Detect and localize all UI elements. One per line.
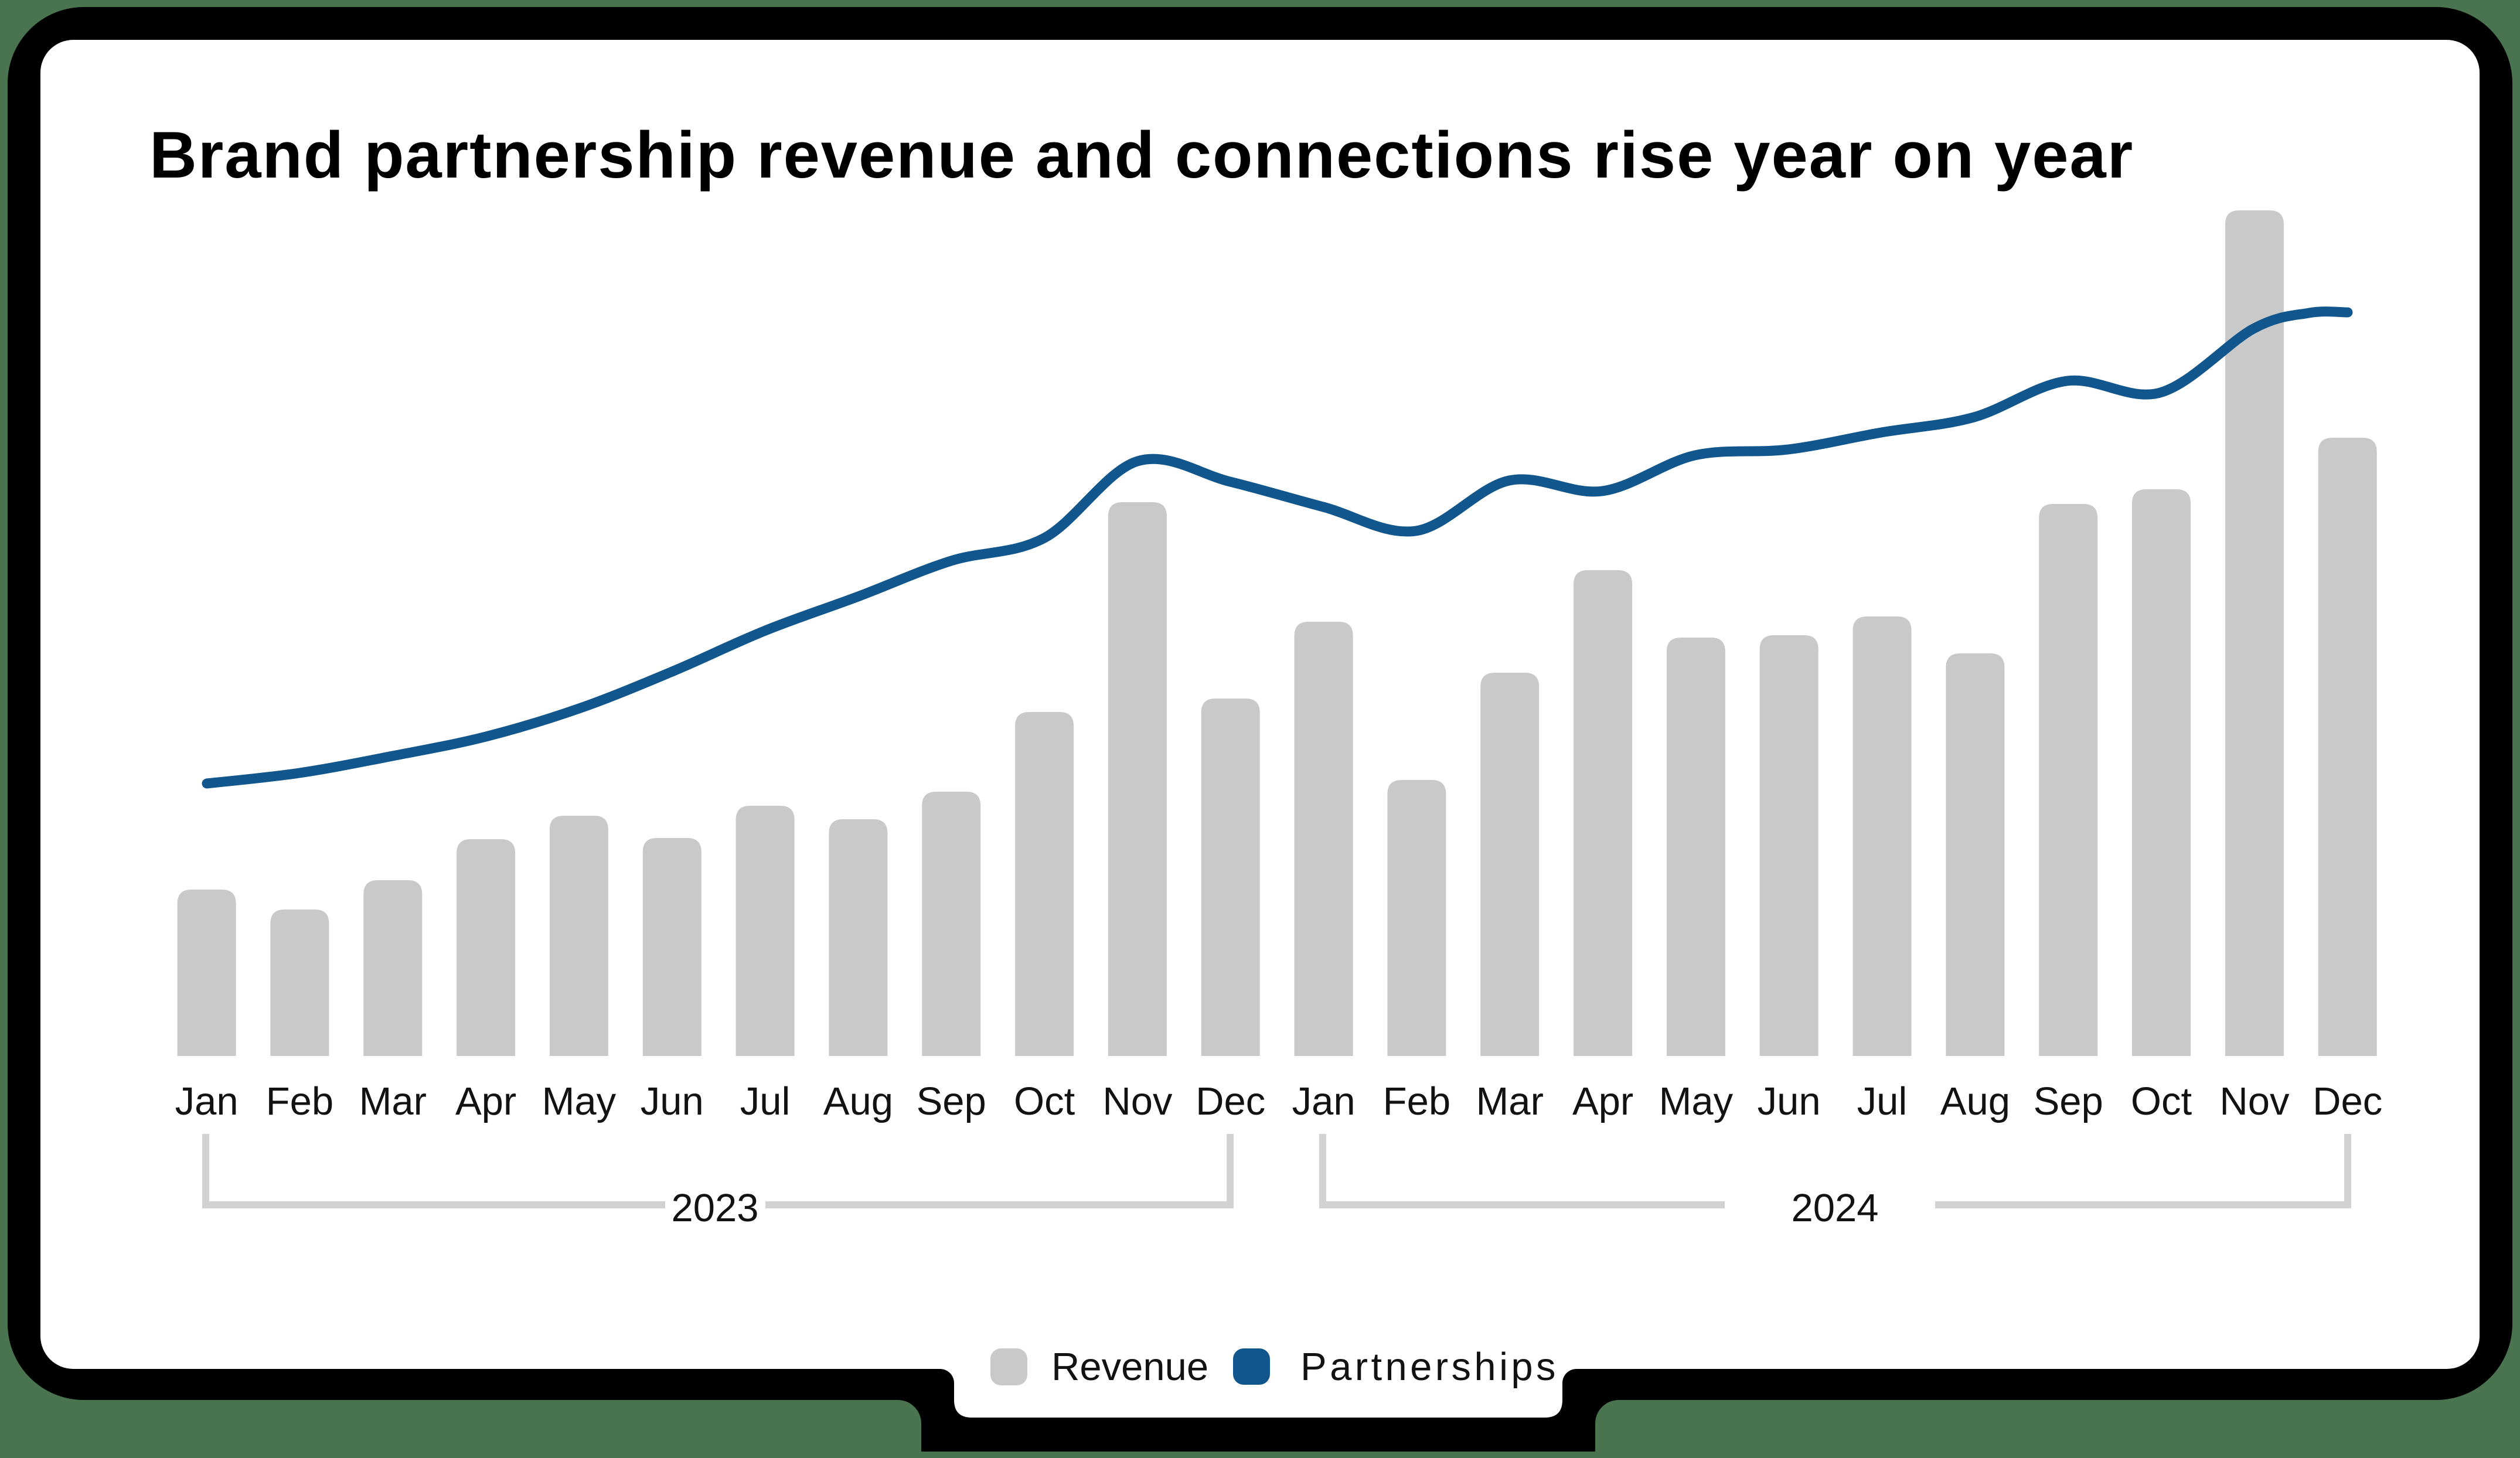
- svg-text:Aug: Aug: [823, 1079, 893, 1123]
- svg-text:May: May: [542, 1079, 617, 1123]
- svg-text:2024: 2024: [1791, 1186, 1878, 1230]
- svg-text:Oct: Oct: [1014, 1079, 1075, 1123]
- svg-text:Partnerships: Partnerships: [1300, 1345, 1559, 1389]
- svg-text:Apr: Apr: [1572, 1079, 1633, 1123]
- svg-text:Sep: Sep: [2034, 1079, 2103, 1123]
- svg-text:Jan: Jan: [1292, 1079, 1356, 1123]
- svg-text:Jan: Jan: [175, 1079, 239, 1123]
- svg-text:Oct: Oct: [2131, 1079, 2192, 1123]
- svg-text:Dec: Dec: [1196, 1079, 1265, 1123]
- svg-text:Sep: Sep: [917, 1079, 986, 1123]
- svg-text:Nov: Nov: [1102, 1079, 1173, 1123]
- svg-text:Jul: Jul: [1857, 1079, 1908, 1123]
- svg-text:Nov: Nov: [2219, 1079, 2290, 1123]
- svg-text:Aug: Aug: [1940, 1079, 2010, 1123]
- svg-text:Revenue: Revenue: [1051, 1345, 1208, 1389]
- svg-text:Mar: Mar: [1476, 1079, 1544, 1123]
- svg-text:Mar: Mar: [359, 1079, 427, 1123]
- svg-text:May: May: [1659, 1079, 1734, 1123]
- svg-text:Apr: Apr: [455, 1079, 516, 1123]
- svg-text:Feb: Feb: [266, 1079, 333, 1123]
- svg-text:Feb: Feb: [1383, 1079, 1450, 1123]
- svg-text:Dec: Dec: [2313, 1079, 2382, 1123]
- svg-text:Brand partnership revenue and: Brand partnership revenue and connection…: [149, 118, 2134, 192]
- svg-text:Jul: Jul: [740, 1079, 791, 1123]
- svg-text:2023: 2023: [671, 1186, 758, 1230]
- svg-text:Jun: Jun: [641, 1079, 704, 1123]
- svg-text:Jun: Jun: [1758, 1079, 1821, 1123]
